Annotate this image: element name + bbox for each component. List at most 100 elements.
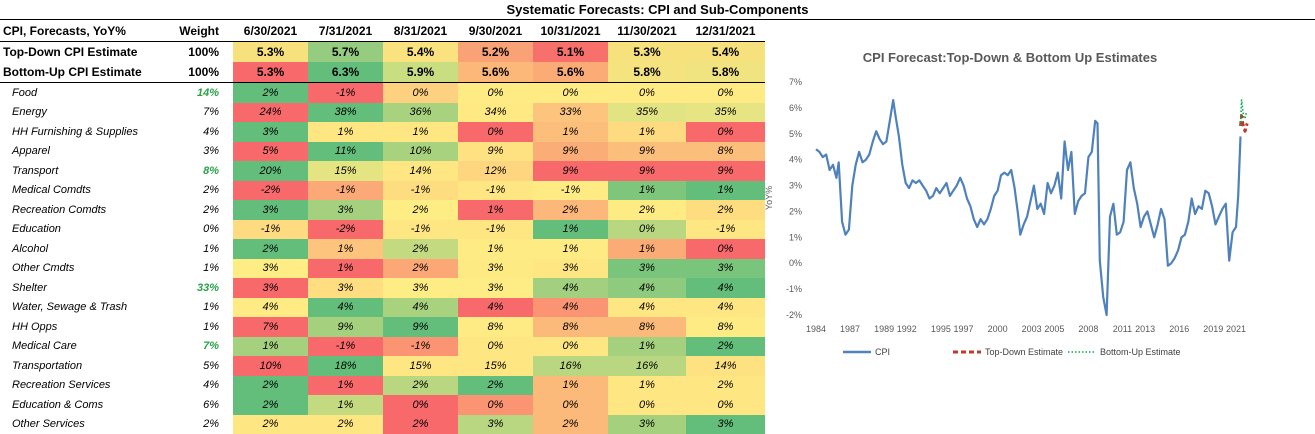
legend-label: Top-Down Estimate [985,347,1063,357]
forecast-cell: 3% [308,278,383,298]
forecast-cell: 9% [533,161,608,181]
row-weight: 7% [167,337,233,357]
row-weight: 1% [167,239,233,259]
forecast-cell: 2% [233,395,308,415]
row-weight: 2% [167,200,233,220]
forecast-cell: 2% [533,415,608,434]
forecast-cell: 0% [608,220,686,240]
x-tick-label: 2011 [1113,324,1132,334]
y-tick-label: -1% [786,284,802,294]
header-date: 6/30/2021 [233,21,308,42]
forecast-cell: -2% [233,181,308,201]
forecast-cell: 15% [308,161,383,181]
row-label: Education & Coms [0,395,167,415]
forecast-cell: 2% [383,259,458,279]
row-weight: 7% [167,103,233,123]
forecast-cell: 0% [533,395,608,415]
forecast-cell: 15% [458,356,533,376]
forecast-cell: 5.8% [608,62,686,83]
forecast-cell: 9% [533,142,608,162]
forecast-cell: 0% [533,337,608,357]
y-tick-label: 4% [789,155,802,165]
row-label: HH Furnishing & Supplies [0,122,167,142]
legend-label: Bottom-Up Estimate [1100,347,1181,357]
page-title: Systematic Forecasts: CPI and Sub-Compon… [0,2,1315,17]
y-tick-label: 5% [789,129,802,139]
forecast-cell: 0% [533,83,608,103]
forecast-cell: 1% [308,376,383,396]
row-label: Water, Sewage & Trash [0,298,167,318]
forecast-cell: 7% [233,317,308,337]
x-tick-label: 1984 [806,324,826,334]
forecast-cell: 3% [608,415,686,434]
row-label: Alcohol [0,239,167,259]
row-weight: 14% [167,83,233,103]
x-tick-label: 2021 [1226,324,1246,334]
x-tick-label: 2013 [1135,324,1155,334]
row-label: Recreation Services [0,376,167,396]
forecast-cell: 1% [233,337,308,357]
forecast-cell: 4% [533,298,608,318]
forecast-cell: 5.2% [458,42,533,63]
y-axis-ticks: -2%-1%0%1%2%3%4%5%6%7% [786,77,802,320]
forecast-cell: 2% [458,376,533,396]
forecast-cell: 1% [608,239,686,259]
forecast-cell: 5.6% [533,62,608,83]
forecast-cell: 1% [308,122,383,142]
forecast-cell: 9% [608,161,686,181]
forecast-cell: 2% [383,376,458,396]
x-tick-label: 2016 [1169,324,1189,334]
forecast-cell: 2% [686,376,765,396]
forecast-cell: 1% [383,122,458,142]
forecast-cell: 4% [608,278,686,298]
forecast-cell: 2% [233,239,308,259]
row-label: Other Cmdts [0,259,167,279]
chart-title: CPI Forecast:Top-Down & Bottom Up Estima… [863,50,1157,65]
header-date: 7/31/2021 [308,21,383,42]
x-tick-label: 1995 [931,324,951,334]
forecast-cell: 1% [608,181,686,201]
row-label: Shelter [0,278,167,298]
forecast-cell: 1% [533,239,608,259]
forecast-cell: 5.3% [233,62,308,83]
forecast-cell: 1% [308,239,383,259]
forecast-cell: -1% [383,181,458,201]
x-tick-label: 2019 [1203,324,1223,334]
row-label: Food [0,83,167,103]
forecast-cell: 1% [458,239,533,259]
forecast-cell: -1% [383,220,458,240]
forecast-cell: -1% [458,181,533,201]
forecast-cell: 0% [383,395,458,415]
x-tick-label: 1997 [954,324,974,334]
row-label: Bottom-Up CPI Estimate [0,62,167,83]
x-tick-label: 1989 [874,324,894,334]
forecast-cell: -1% [458,220,533,240]
forecast-cell: 5.6% [458,62,533,83]
y-tick-label: 1% [789,232,802,242]
y-tick-label: 7% [789,77,802,87]
series-line-cpi [816,100,1241,315]
forecast-cell: 9% [608,142,686,162]
forecast-cell: 10% [233,356,308,376]
forecast-cell: 0% [458,122,533,142]
series-layer [816,100,1247,315]
row-weight: 100% [167,42,233,63]
forecast-cell: 38% [308,103,383,123]
forecast-cell: 15% [383,356,458,376]
header-weight: Weight [167,21,233,42]
header-date: 9/30/2021 [458,21,533,42]
forecast-cell: 2% [383,200,458,220]
x-tick-label: 2005 [1044,324,1064,334]
